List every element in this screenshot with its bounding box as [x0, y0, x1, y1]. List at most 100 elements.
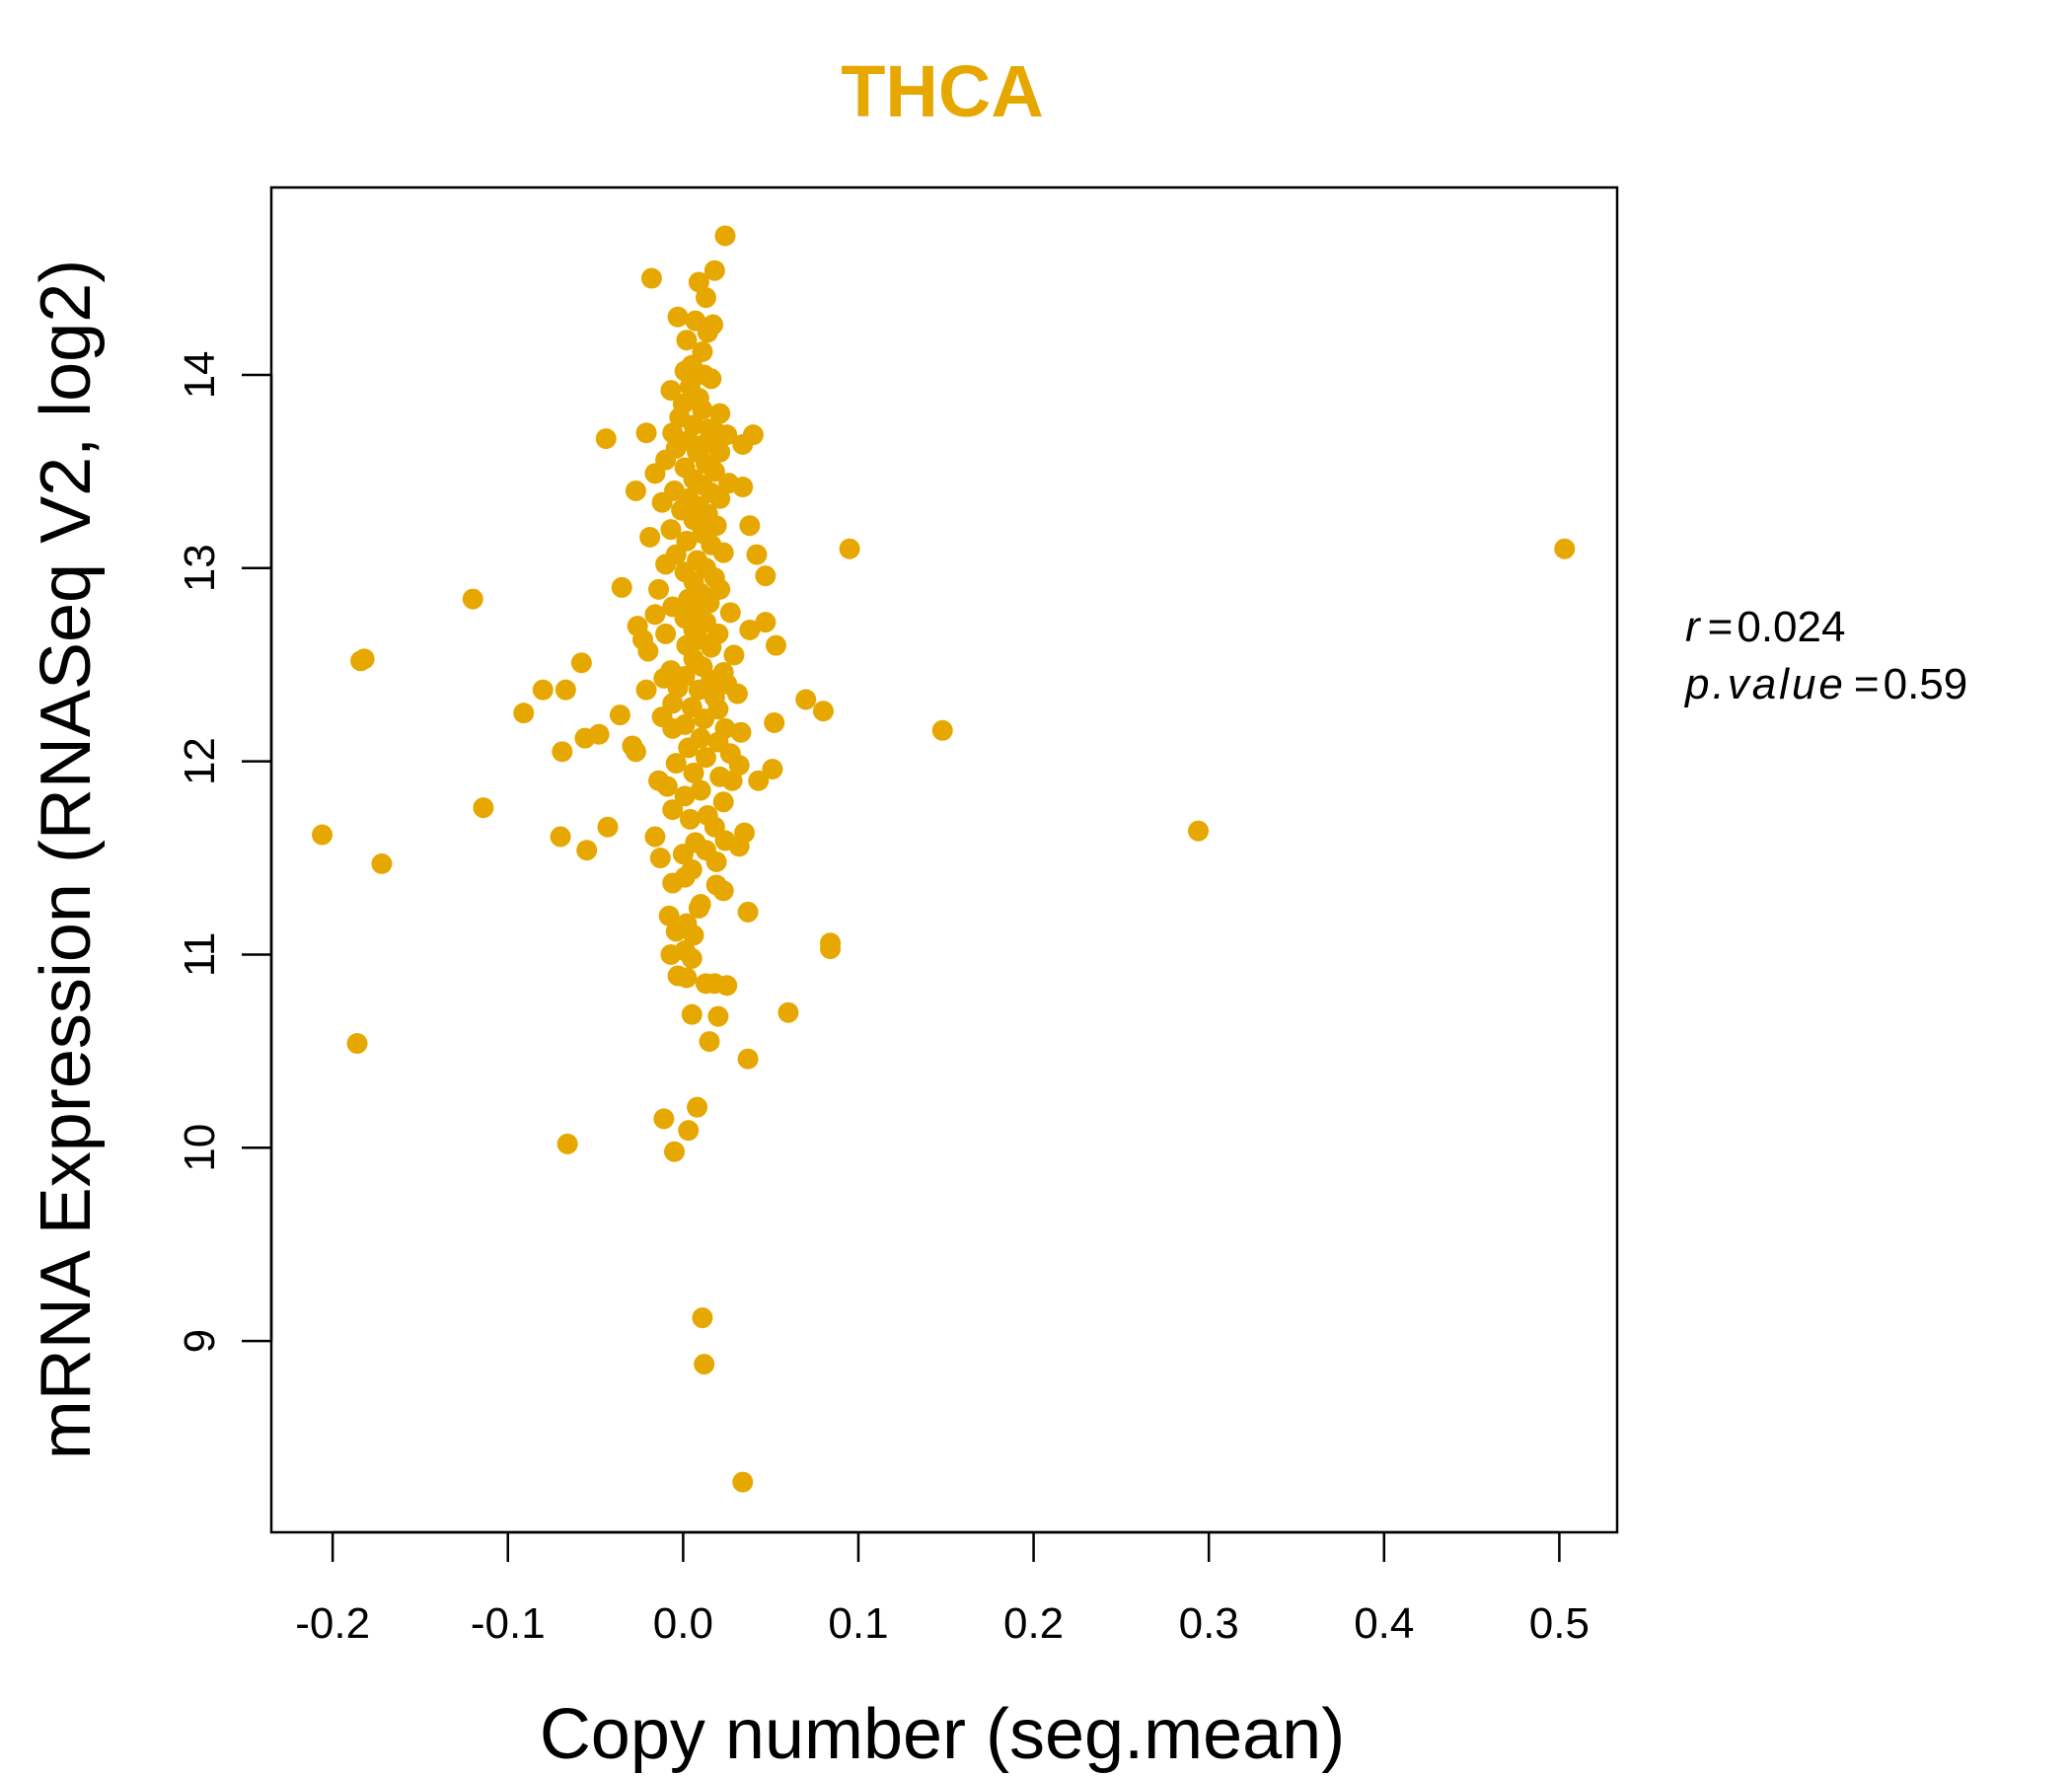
data-point [672, 844, 694, 865]
data-point [709, 403, 731, 424]
data-point [371, 852, 393, 874]
data-point [595, 428, 617, 450]
data-point [570, 652, 592, 674]
data-point [674, 785, 696, 807]
data-point [678, 1120, 700, 1142]
data-point [719, 602, 741, 624]
data-points [312, 225, 1576, 1493]
data-point [683, 925, 704, 946]
data-point [688, 271, 709, 293]
r-value: 0.024 [1737, 603, 1845, 651]
data-point [660, 943, 682, 965]
data-point [556, 1133, 578, 1154]
data-point [649, 848, 671, 869]
data-point [739, 619, 761, 640]
data-point [737, 901, 759, 923]
data-point [676, 967, 698, 989]
data-point [552, 741, 573, 763]
x-axis: -0.2 -0.1 0.0 0.1 0.2 0.3 0.4 0.5 [295, 1530, 1590, 1648]
data-point [726, 683, 748, 704]
plot-frame [269, 185, 1619, 1534]
data-point [662, 422, 684, 444]
data-point [695, 287, 716, 309]
data-point [694, 708, 715, 730]
x-tick-label: -0.2 [295, 1599, 370, 1648]
data-point [699, 1031, 720, 1053]
data-point [555, 679, 576, 701]
data-point [795, 689, 817, 710]
y-tick-label: 12 [176, 737, 224, 785]
data-point [701, 368, 722, 390]
data-point [651, 491, 673, 513]
data-point [681, 1003, 703, 1025]
data-point [716, 424, 738, 446]
x-tick-label: 0.1 [828, 1599, 888, 1648]
data-point [656, 776, 678, 797]
data-point [660, 380, 682, 402]
y-tick-label: 14 [176, 350, 224, 399]
data-point [697, 322, 718, 343]
data-point [688, 897, 709, 919]
data-point [473, 797, 494, 819]
data-point [665, 753, 687, 775]
data-point [513, 703, 535, 724]
data-point [712, 880, 734, 902]
data-point [665, 921, 687, 942]
data-point [676, 330, 698, 351]
data-point [662, 717, 684, 739]
data-point [762, 758, 783, 779]
data-point [721, 770, 743, 791]
data-point [931, 719, 953, 741]
data-point [777, 1001, 799, 1023]
y-axis-title: mRNA Expression (RNASeq V2, log2) [27, 259, 106, 1459]
data-point [550, 826, 571, 848]
x-axis-title: Copy number (seg.mean) [540, 1695, 1345, 1774]
x-tick-label: 0.2 [1003, 1599, 1064, 1648]
data-point [637, 640, 659, 662]
data-point [739, 515, 761, 537]
data-point [716, 975, 738, 997]
data-point [707, 1005, 729, 1027]
data-point [346, 1033, 368, 1055]
y-tick-label: 13 [176, 544, 224, 592]
data-point [625, 480, 646, 501]
data-point [532, 679, 554, 701]
data-point [712, 791, 734, 813]
data-point [732, 433, 754, 455]
x-tick-label: 0.5 [1529, 1599, 1590, 1648]
data-point [683, 762, 704, 783]
data-point [662, 799, 684, 821]
chart-title: THCA [841, 50, 1044, 132]
data-point [611, 576, 632, 598]
data-point [764, 711, 785, 733]
data-point [695, 747, 716, 769]
data-point [732, 477, 754, 498]
p-value: 0.59 [1884, 660, 1968, 708]
correlation-annotation: r =0.024 p.value =0.59 [1683, 603, 1967, 708]
data-point [1554, 538, 1576, 559]
data-point [688, 679, 709, 701]
data-point [462, 588, 483, 610]
data-point [723, 644, 745, 666]
data-point [714, 225, 736, 247]
y-tick-label: 9 [176, 1329, 224, 1353]
data-point [694, 1354, 715, 1375]
data-point [653, 1108, 675, 1130]
data-point [574, 727, 596, 749]
data-point [737, 1048, 759, 1070]
data-point [679, 808, 701, 830]
data-point [1188, 820, 1210, 842]
data-point [712, 542, 734, 563]
data-point [662, 872, 684, 894]
data-point [576, 840, 598, 861]
data-point [644, 463, 666, 484]
data-point [644, 604, 666, 626]
x-tick-label: -0.1 [471, 1599, 546, 1648]
p-value-annotation: p.value =0.59 [1683, 660, 1967, 708]
data-point [839, 538, 860, 559]
data-point [658, 905, 680, 926]
r-annotation: r =0.024 [1685, 603, 1845, 651]
data-point [732, 1471, 754, 1493]
data-point [709, 487, 731, 509]
